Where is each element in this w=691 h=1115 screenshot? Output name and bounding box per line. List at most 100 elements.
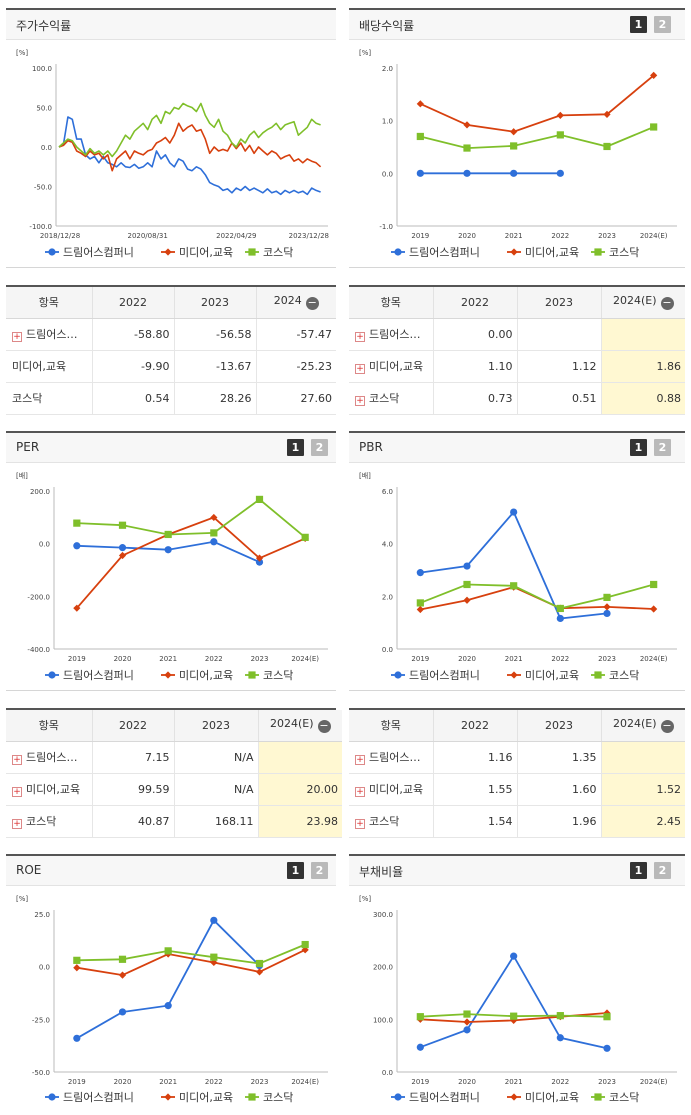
legend-label: 미디어,교육: [525, 1091, 579, 1104]
table-row: + 미디어,교육 1.10 1.12 1.86: [349, 350, 685, 383]
y-tick-label: -50.0: [34, 184, 52, 192]
data-point: [416, 100, 424, 108]
data-point: [463, 1026, 471, 1034]
row-label-cell: + 드림어스…: [349, 741, 434, 774]
x-tick-label: 2024(E): [640, 655, 668, 663]
view-2-button[interactable]: 2: [654, 16, 671, 33]
data-point: [164, 671, 172, 679]
x-tick-label: 2023: [598, 1078, 616, 1086]
value-cell: -9.90: [92, 350, 175, 383]
panel-divider: [349, 690, 685, 691]
panel-header: PER 1 2: [6, 433, 336, 463]
col-header-2024e: 2024(E) −: [258, 710, 342, 742]
dividend-yield-table: 항목 2022 2023 2024(E) − + 드림어스… 0.00 + 미디어,교육 1…: [349, 287, 685, 415]
per-chart: [배]200.0 0.0 -200.0 -400.0 2019 2020 2021 2022 2…: [16, 471, 328, 663]
legend-graphic: 드림어스컴퍼니 미디어,교육 코스닥: [391, 246, 639, 259]
pbr-table: 항목 2022 2023 2024(E) − + 드림어스… 1.16 1.35 + 미디어…: [349, 710, 685, 838]
value-cell: 168.11: [174, 805, 259, 838]
col-header-2024e: 2024(E) −: [601, 287, 685, 319]
collapse-icon[interactable]: −: [317, 719, 331, 734]
col-header-2023: 2023: [174, 710, 259, 742]
view-2-button[interactable]: 2: [654, 862, 671, 879]
view-2-button[interactable]: 2: [311, 862, 328, 879]
view-1-button[interactable]: 1: [630, 439, 647, 456]
view-2-button[interactable]: 2: [654, 439, 671, 456]
row-label: 미디어,교육: [369, 783, 424, 796]
expand-icon[interactable]: +: [355, 755, 365, 765]
data-point: [603, 603, 611, 611]
data-point: [650, 605, 658, 613]
legend-graphic: 드림어스컴퍼니 미디어,교육 코스닥: [45, 246, 293, 259]
value-cell: 1.86: [601, 350, 685, 383]
x-tick-label: 2023: [598, 655, 616, 663]
collapse-icon[interactable]: −: [660, 719, 674, 734]
row-label-cell: + 미디어,교육: [349, 350, 434, 383]
expand-icon[interactable]: +: [12, 819, 22, 829]
value-cell: 1.16: [433, 741, 518, 774]
table-row: + 미디어,교육 99.59 N/A 20.00: [6, 773, 342, 806]
legend-label: 코스닥: [609, 669, 639, 682]
data-point: [255, 968, 264, 976]
panel-header: 배당수익률 1 2: [349, 10, 685, 40]
value-cell: N/A: [174, 773, 259, 806]
table-top-border: [6, 708, 336, 710]
data-point: [164, 1002, 172, 1010]
x-tick-label: 2024(E): [291, 1078, 319, 1086]
data-point: [73, 519, 81, 527]
data-point: [463, 144, 471, 152]
expand-icon[interactable]: +: [12, 332, 22, 342]
col-header-2022: 2022: [92, 287, 175, 319]
collapse-icon[interactable]: −: [305, 296, 319, 311]
table-top-border: [6, 285, 336, 287]
data-point: [603, 142, 611, 151]
expand-icon[interactable]: +: [355, 787, 365, 797]
data-point: [594, 1093, 602, 1101]
value-cell: [258, 741, 342, 774]
unit-label: [%]: [359, 49, 371, 57]
collapse-icon[interactable]: −: [660, 296, 674, 311]
chart-legend: 드림어스컴퍼니 미디어,교육 코스닥: [6, 1089, 336, 1105]
data-point: [248, 671, 256, 679]
data-point: [463, 580, 471, 589]
table-row: 코스닥 0.54 28.26 27.60: [6, 382, 336, 415]
view-1-button[interactable]: 1: [287, 439, 304, 456]
table-top-border: [349, 285, 685, 287]
legend-graphic: 드림어스컴퍼니 미디어,교육 코스닥: [391, 1091, 639, 1104]
y-tick-label: 6.0: [382, 488, 393, 496]
col-header-2022: 2022: [433, 287, 518, 319]
expand-icon[interactable]: +: [12, 787, 22, 797]
expand-icon[interactable]: +: [355, 819, 365, 829]
view-2-button[interactable]: 2: [311, 439, 328, 456]
data-point: [510, 248, 518, 256]
value-cell: 20.00: [258, 773, 342, 806]
expand-icon[interactable]: +: [355, 396, 365, 406]
dividend-yield-chart: [%] 2.0 1.0 0.0 -1.0 2019 2020 2021 2022 2023 2024…: [359, 49, 677, 240]
panel-roe: ROE 1 2 [%] 25.0 0.0 -25.0 -50.0 2019 2020 2021…: [6, 854, 336, 1114]
panel-dividend-yield: 배당수익률 1 2 [%] 2.0 1.0 0.0 -1.0 2019 2020 2021 20…: [349, 8, 685, 268]
expand-icon[interactable]: +: [12, 755, 22, 765]
legend-label: 코스닥: [609, 246, 639, 259]
view-1-button[interactable]: 1: [630, 862, 647, 879]
col-header-2024e: 2024(E) −: [601, 710, 685, 742]
data-point: [73, 542, 81, 550]
col-header-item: 항목: [349, 287, 434, 319]
series-line: [76, 948, 306, 977]
col-header-2024: 2024−: [256, 287, 336, 319]
x-tick-label: 2023: [251, 1078, 269, 1086]
chart-legend: 드림어스컴퍼니 미디어,교육 코스닥: [6, 244, 336, 260]
data-point: [394, 248, 402, 256]
x-tick-label: 2021: [159, 1078, 177, 1086]
expand-icon[interactable]: +: [355, 332, 365, 342]
expand-icon[interactable]: +: [355, 364, 365, 374]
y-tick-label: 2.0: [382, 65, 393, 73]
value-cell: 2.45: [601, 805, 685, 838]
col-header-item: 항목: [6, 710, 93, 742]
view-1-button[interactable]: 1: [630, 16, 647, 33]
value-cell: 40.87: [92, 805, 175, 838]
data-point: [603, 1013, 611, 1021]
series-line: [420, 126, 655, 150]
view-1-button[interactable]: 1: [287, 862, 304, 879]
data-point: [463, 169, 471, 177]
panel-divider: [6, 267, 336, 268]
y-tick-label: -25.0: [32, 1016, 50, 1024]
